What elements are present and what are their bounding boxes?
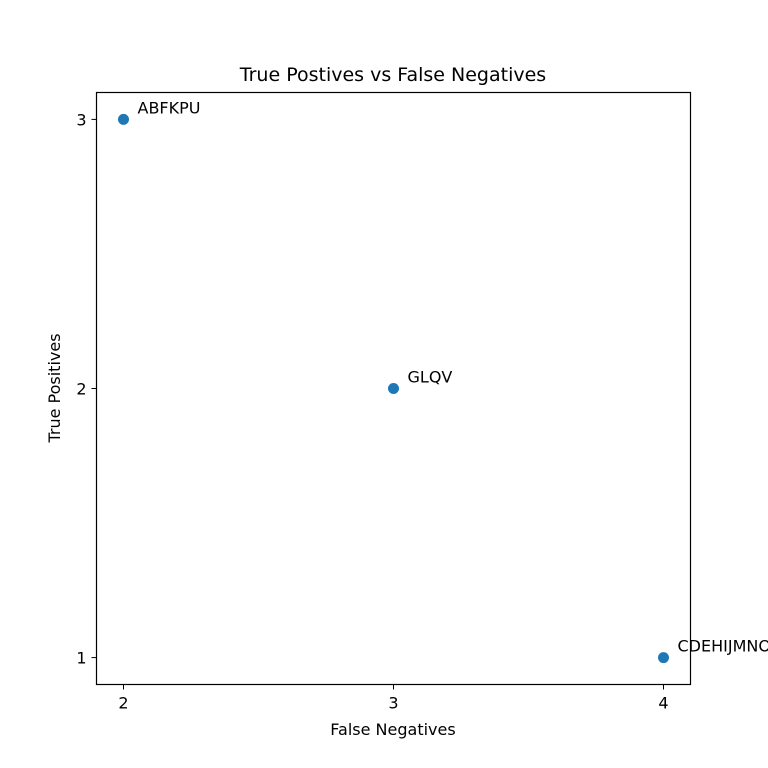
y-tick-label: 3 [76, 110, 86, 129]
x-axis-ticks: 2 3 4 [118, 684, 669, 713]
scatter-points [118, 113, 669, 664]
y-tick-label: 1 [76, 649, 86, 668]
y-axis-label: True Positives [45, 333, 64, 443]
scatter-point [658, 652, 669, 664]
x-tick-label: 2 [118, 694, 128, 713]
point-label: ABFKPU [138, 98, 201, 117]
point-labels: ABFKPU GLQV CDEHIJMNO [138, 98, 768, 655]
x-tick-label: 3 [388, 694, 398, 713]
chart-title: True Postives vs False Negatives [239, 64, 546, 86]
scatter-point [118, 113, 129, 125]
point-label: GLQV [408, 368, 453, 387]
y-axis-ticks: 1 2 3 [76, 110, 97, 668]
scatter-point [388, 383, 399, 394]
x-axis-label: False Negatives [330, 720, 455, 739]
x-tick-label: 4 [658, 694, 668, 713]
point-label: CDEHIJMNO [678, 637, 768, 656]
y-tick-label: 2 [76, 380, 86, 399]
